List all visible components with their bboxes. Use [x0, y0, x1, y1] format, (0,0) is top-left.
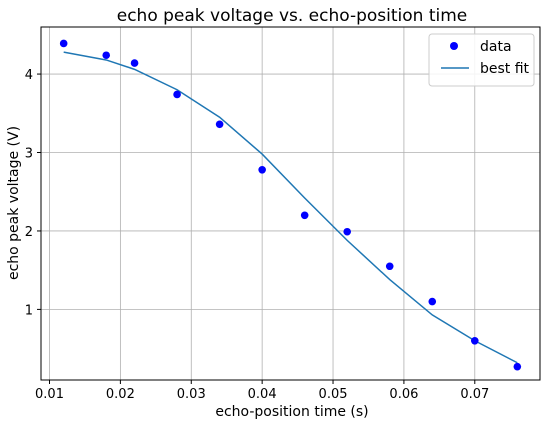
y-tick-label: 1 [25, 303, 33, 318]
data-point [428, 297, 437, 306]
x-axis-label: echo-position time (s) [215, 404, 368, 420]
data-point [59, 39, 68, 48]
data-point [130, 59, 139, 67]
x-tick-label: 0.03 [177, 387, 206, 402]
legend-label-best-fit: best fit [480, 61, 530, 77]
y-tick-label: 3 [25, 147, 33, 162]
chart-title: echo peak voltage vs. echo-position time [117, 6, 468, 26]
plot-frame [40, 26, 541, 381]
x-tick-label: 0.02 [106, 387, 135, 402]
data-point [102, 51, 111, 60]
data-point [470, 336, 479, 345]
y-axis-label: echo peak voltage (V) [6, 126, 22, 280]
data-point [385, 262, 394, 271]
data-point [215, 120, 224, 129]
data-point [513, 362, 522, 371]
best-fit-line [63, 51, 518, 364]
data-point [343, 227, 352, 236]
y-tick-label: 2 [25, 225, 33, 240]
data-point [258, 165, 266, 174]
data-point [300, 211, 309, 220]
y-tick-label: 4 [25, 68, 33, 83]
x-tick-label: 0.04 [248, 387, 277, 402]
data-point [173, 90, 181, 99]
x-tick-label: 0.05 [319, 387, 348, 402]
legend-label-data: data [480, 39, 512, 55]
axis-ticks: 0.01 0.02 0.03 0.04 0.05 0.06 0.07 1 2 3 4 [25, 68, 490, 402]
plot-series [59, 39, 522, 371]
legend: data best fit [428, 33, 535, 87]
x-tick-label: 0.07 [460, 387, 489, 402]
x-tick-label: 0.06 [389, 387, 418, 402]
x-tick-label: 0.01 [35, 387, 64, 402]
legend-marker-data [450, 42, 458, 50]
